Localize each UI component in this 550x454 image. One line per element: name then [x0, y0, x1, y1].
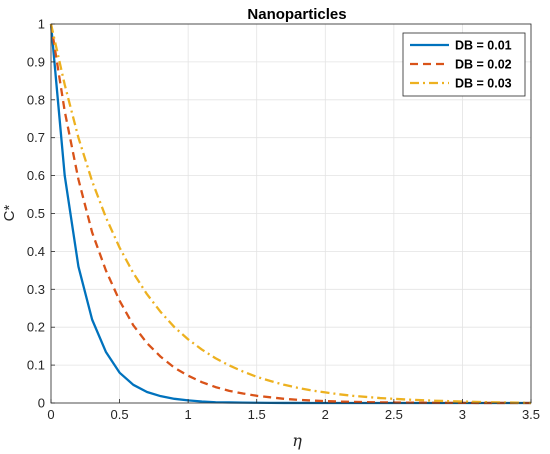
x-tick-label: 3 [459, 407, 466, 422]
x-tick-label: 0 [47, 407, 54, 422]
y-tick-label: 0.9 [27, 54, 45, 69]
x-tick-label: 2 [322, 407, 329, 422]
y-tick-label: 0.6 [27, 168, 45, 183]
legend-label: DB = 0.02 [455, 58, 512, 72]
legend: DB = 0.01 DB = 0.02 DB = 0.03 [402, 32, 526, 97]
y-tick-label: 0.8 [27, 92, 45, 107]
legend-label: DB = 0.03 [455, 77, 512, 91]
y-tick-label: 0.1 [27, 358, 45, 373]
series-line-3 [49, 23, 532, 405]
y-tick-label: 0.4 [27, 244, 45, 259]
x-tick-label: 1 [185, 407, 192, 422]
x-tick-label: 3.5 [522, 407, 540, 422]
y-tick-label: 0.3 [27, 282, 45, 297]
chart-title: Nanoparticles [247, 6, 346, 23]
legend-label: DB = 0.01 [455, 39, 512, 53]
x-tick-label: 2.5 [385, 407, 403, 422]
x-axis-ticks: 0 0.5 1 1.5 2 2.5 3 3.5 [47, 399, 540, 422]
y-axis-label: C* [1, 205, 18, 222]
y-axis-ticks: 0 0.1 0.2 0.3 0.4 0.5 0.6 0.7 0.8 0.9 1 [27, 17, 55, 411]
y-tick-label: 1 [38, 17, 45, 32]
x-tick-label: 1.5 [248, 407, 266, 422]
y-tick-label: 0.7 [27, 130, 45, 145]
x-tick-label: 0.5 [111, 407, 129, 422]
y-tick-label: 0 [38, 396, 45, 411]
x-axis-label: η [292, 431, 302, 450]
y-tick-label: 0.2 [27, 320, 45, 335]
y-tick-label: 0.5 [27, 206, 45, 221]
